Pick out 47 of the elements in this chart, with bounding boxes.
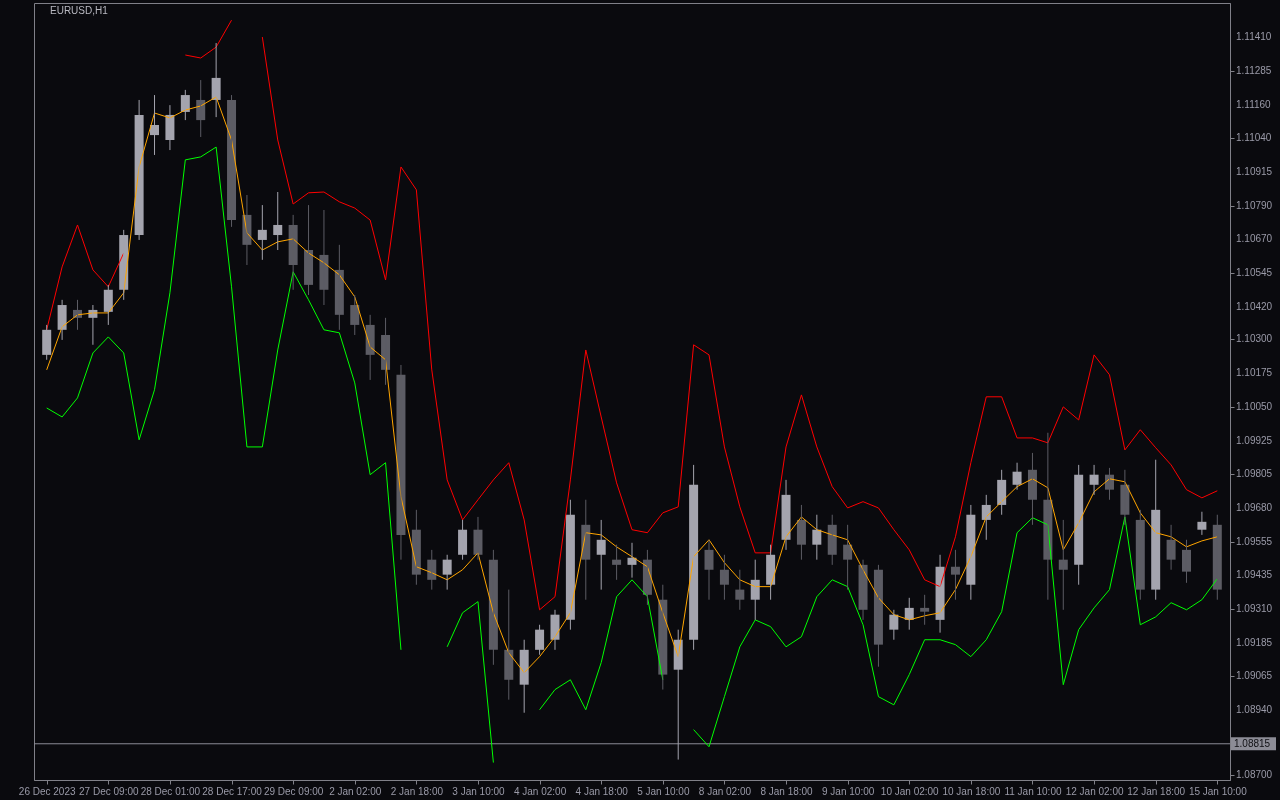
y-tick-label: 1.10915	[1236, 165, 1273, 177]
x-tick-label: 10 Jan 02:00	[880, 785, 940, 797]
y-tick-label: 1.09310	[1236, 602, 1273, 614]
x-tick-label: 12 Jan 02:00	[1065, 785, 1124, 797]
y-tick-label: 1.09065	[1236, 669, 1273, 681]
x-tick-label: 9 Jan 10:00	[822, 785, 875, 797]
y-tick-label: 1.11285	[1236, 65, 1272, 77]
x-tick-label: 4 Jan 18:00	[575, 785, 629, 797]
candlestick	[950, 549, 960, 601]
y-tick-label: 1.09925	[1236, 435, 1273, 447]
y-tick-label: 1.10050	[1236, 401, 1273, 413]
y-tick-label: 1.08700	[1236, 769, 1273, 781]
y-tick-label: 1.08940	[1236, 703, 1273, 715]
y-tick-label: 1.10175	[1236, 367, 1273, 379]
y-tick-label: 1.09555	[1236, 536, 1273, 548]
y-tick-label: 1.09435	[1236, 568, 1273, 580]
x-tick-label: 2 Jan 02:00	[329, 785, 382, 797]
x-tick-label: 28 Dec 17:00	[202, 785, 263, 797]
ref-line-label: 1.08815	[1234, 737, 1271, 749]
y-tick-label: 1.11040	[1236, 131, 1272, 143]
y-tick-label: 1.09680	[1236, 502, 1273, 514]
y-tick-label: 1.10420	[1236, 300, 1273, 312]
y-tick-label: 1.11160	[1236, 99, 1272, 111]
x-tick-label: 12 Jan 18:00	[1127, 785, 1186, 797]
x-tick-label: 10 Jan 18:00	[942, 785, 1001, 797]
x-tick-label: 4 Jan 02:00	[513, 785, 567, 797]
y-tick-label: 1.11410	[1236, 31, 1272, 43]
y-tick-label: 1.09185	[1236, 637, 1273, 649]
x-tick-label: 26 Dec 2023	[18, 785, 76, 797]
candlestick	[1181, 539, 1191, 584]
chart-title: EURUSD,H1	[50, 5, 109, 16]
x-tick-label: 8 Jan 18:00	[760, 785, 814, 797]
x-tick-label: 2 Jan 18:00	[390, 785, 444, 797]
candlestick	[920, 594, 930, 626]
x-tick-label: 15 Jan 10:00	[1188, 785, 1248, 797]
x-tick-label: 27 Dec 09:00	[79, 785, 139, 797]
x-tick-label: 28 Dec 01:00	[140, 785, 201, 797]
y-tick-label: 1.10300	[1236, 333, 1273, 345]
y-tick-label: 1.10670	[1236, 232, 1273, 244]
y-tick-label: 1.10790	[1236, 199, 1273, 211]
x-tick-label: 11 Jan 10:00	[1004, 785, 1062, 797]
x-tick-label: 5 Jan 10:00	[637, 785, 690, 797]
x-tick-label: 3 Jan 10:00	[452, 785, 506, 797]
y-tick-label: 1.10545	[1236, 266, 1273, 278]
x-tick-label: 8 Jan 02:00	[698, 785, 752, 797]
y-tick-label: 1.09805	[1236, 468, 1273, 480]
x-tick-label: 29 Dec 09:00	[263, 785, 324, 797]
